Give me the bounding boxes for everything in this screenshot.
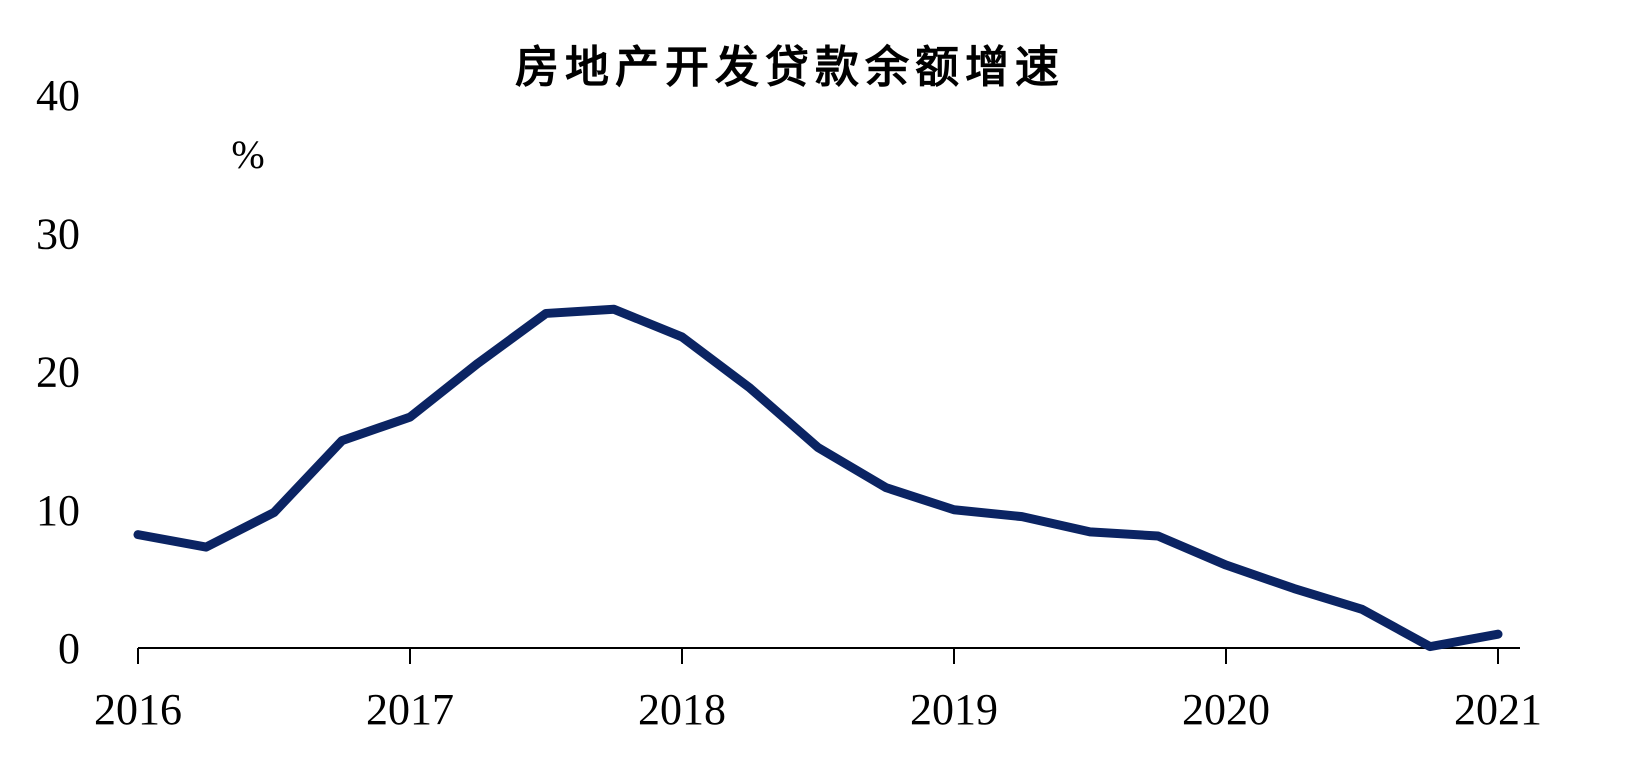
y-tick-label: 40 [36,71,80,120]
data-point [1494,630,1502,639]
data-point [270,508,278,517]
data-point [134,530,142,539]
data-point [610,305,618,314]
data-point [814,443,822,452]
y-unit-label: % [231,132,264,177]
x-tick-label: 2019 [910,685,998,734]
x-tick-label: 2021 [1454,685,1542,734]
data-point [1222,561,1230,570]
y-tick-label: 20 [36,348,80,397]
data-point [1018,512,1026,521]
chart-title: 房地产开发贷款余额增速 [515,42,1065,93]
data-point [542,309,550,318]
data-point [406,413,414,422]
x-tick-label: 2020 [1182,685,1270,734]
data-point [474,359,482,368]
x-tick-label: 2016 [94,685,182,734]
y-tick-label: 10 [36,486,80,535]
x-tick-label: 2018 [638,685,726,734]
data-point [1290,584,1298,593]
data-point [1358,605,1366,614]
y-axis-tick-labels: 0 10 20 30 40 [36,71,80,673]
y-tick-label: 0 [58,624,80,673]
data-point [1086,527,1094,536]
data-point [950,505,958,514]
series-layer [133,304,1503,652]
data-point [678,332,686,341]
x-axis: 2016 2017 2018 2019 2020 2021 [94,647,1542,734]
data-point [202,543,210,552]
series-line [133,304,1503,652]
x-tick-label: 2017 [366,685,454,734]
y-tick-label: 30 [36,209,80,258]
data-point [746,384,754,393]
data-point [338,436,346,445]
data-point [882,483,890,492]
data-point [1154,532,1162,541]
data-point [1426,642,1434,651]
